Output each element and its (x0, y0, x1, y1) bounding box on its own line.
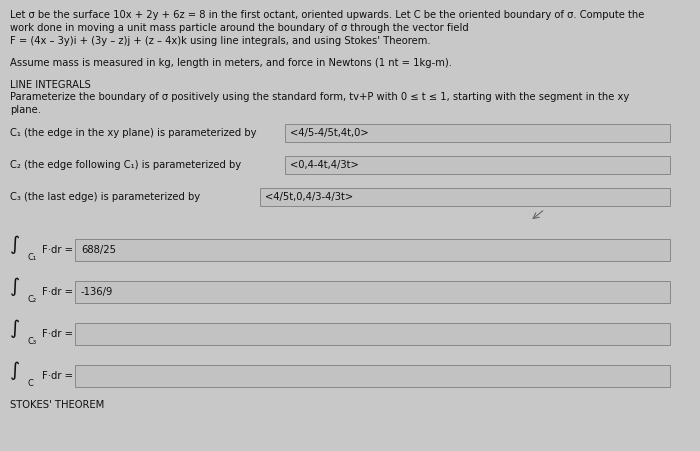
FancyBboxPatch shape (285, 156, 670, 174)
Text: Assume mass is measured in kg, length in meters, and force in Newtons (1 nt = 1k: Assume mass is measured in kg, length in… (10, 58, 452, 68)
FancyBboxPatch shape (260, 188, 670, 206)
Text: LINE INTEGRALS: LINE INTEGRALS (10, 80, 91, 90)
Text: C₁ (the edge in the xy plane) is parameterized by: C₁ (the edge in the xy plane) is paramet… (10, 128, 256, 138)
Text: C: C (28, 379, 34, 388)
Text: ∫: ∫ (10, 360, 20, 379)
Text: C₃: C₃ (28, 337, 37, 346)
FancyBboxPatch shape (285, 124, 670, 142)
Text: F·dr =: F·dr = (42, 329, 73, 339)
Text: F·dr =: F·dr = (42, 371, 73, 381)
Text: ∫: ∫ (10, 276, 20, 295)
FancyBboxPatch shape (75, 281, 670, 303)
Text: Let σ be the surface 10x + 2y + 6z = 8 in the first octant, oriented upwards. Le: Let σ be the surface 10x + 2y + 6z = 8 i… (10, 10, 645, 20)
Text: work done in moving a unit mass particle around the boundary of σ through the ve: work done in moving a unit mass particle… (10, 23, 469, 33)
Text: C₃ (the last edge) is parameterized by: C₃ (the last edge) is parameterized by (10, 192, 200, 202)
Text: -136/9: -136/9 (81, 287, 113, 297)
Text: F·dr =: F·dr = (42, 287, 73, 297)
FancyBboxPatch shape (75, 323, 670, 345)
Text: Parameterize the boundary of σ positively using the standard form, tv+P with 0 ≤: Parameterize the boundary of σ positivel… (10, 92, 629, 102)
Text: F·dr =: F·dr = (42, 245, 73, 255)
Text: C₁: C₁ (28, 253, 37, 262)
Text: C₂: C₂ (28, 295, 37, 304)
Text: C₂ (the edge following C₁) is parameterized by: C₂ (the edge following C₁) is parameteri… (10, 160, 241, 170)
Text: plane.: plane. (10, 105, 41, 115)
Text: <4/5t,0,4/3-4/3t>: <4/5t,0,4/3-4/3t> (265, 192, 353, 202)
Text: ∫: ∫ (10, 235, 20, 253)
FancyBboxPatch shape (75, 365, 670, 387)
Text: STOKES' THEOREM: STOKES' THEOREM (10, 400, 104, 410)
Text: 688/25: 688/25 (81, 245, 116, 255)
Text: <0,4-4t,4/3t>: <0,4-4t,4/3t> (290, 160, 358, 170)
Text: <4/5-4/5t,4t,0>: <4/5-4/5t,4t,0> (290, 128, 369, 138)
Text: F = (4x – 3y)i + (3y – z)j + (z – 4x)k using line integrals, and using Stokes' T: F = (4x – 3y)i + (3y – z)j + (z – 4x)k u… (10, 36, 430, 46)
FancyBboxPatch shape (75, 239, 670, 261)
Text: ∫: ∫ (10, 318, 20, 337)
